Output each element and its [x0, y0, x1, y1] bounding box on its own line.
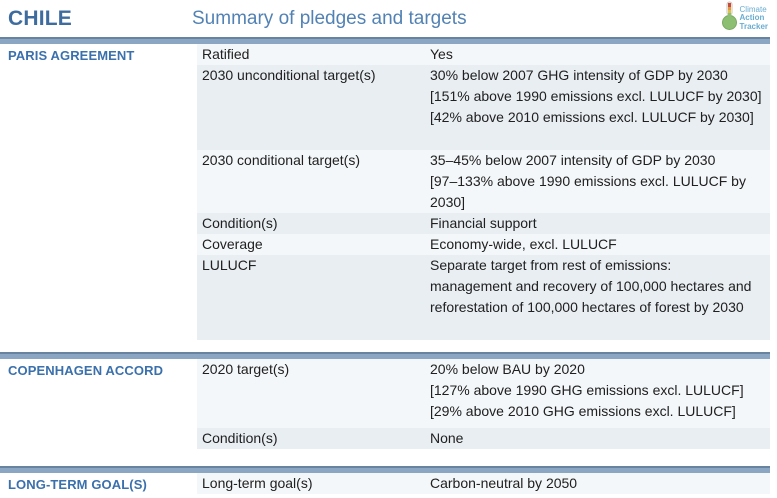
row-value: Separate target from rest of emissions: m…: [430, 255, 770, 318]
row-label: LULUCF: [202, 257, 257, 273]
logo-word-tracker: Tracker: [739, 21, 768, 31]
row-label: Ratified: [202, 46, 250, 62]
table-row: Ratified Yes: [197, 44, 770, 65]
row-label: Condition(s): [202, 215, 278, 231]
row-value-line: 2030]: [430, 194, 466, 210]
header: CHILE Summary of pledges and targets Cli…: [0, 0, 777, 37]
row-value-line: [127% above 1990 GHG emissions excl. LUL…: [430, 382, 744, 398]
row-value: 20% below BAU by 2020 [127% above 1990 GH…: [430, 359, 770, 422]
thermometer-icon: [721, 1, 737, 36]
table-row: 2020 target(s) 20% below BAU by 2020 [127%…: [197, 359, 770, 428]
table-row: 2030 conditional target(s) 35–45% below 2…: [197, 150, 770, 213]
section: COPENHAGEN ACCORD 2020 target(s) 20% below…: [0, 352, 777, 449]
section-title: PARIS AGREEMENT: [8, 48, 135, 63]
row-value-line: Carbon-neutral by 2050: [430, 475, 578, 491]
row-value-line: Yes: [430, 46, 453, 62]
row-value-line: Separate target from rest of emissions:: [430, 257, 672, 273]
row-value-line: Financial support: [430, 215, 537, 231]
row-value-line: management and recovery of 100,000 hecta…: [430, 278, 752, 294]
row-value-line: [97–133% above 1990 emissions excl. LULU…: [430, 173, 746, 189]
row-label: 2030 conditional target(s): [202, 152, 360, 168]
table-row: Coverage Economy-wide, excl. LULUCF: [197, 234, 770, 255]
row-value-line: 30% below 2007 GHG intensity of GDP by 2…: [430, 67, 728, 83]
section-divider-bar: [0, 352, 770, 359]
row-value: None: [430, 428, 770, 449]
row-value-line: None: [430, 430, 464, 446]
row-label: Condition(s): [202, 430, 278, 446]
page-title: Summary of pledges and targets: [192, 7, 467, 29]
row-value: 35–45% below 2007 intensity of GDP by 20…: [430, 150, 770, 213]
table-row: 2030 unconditional target(s) 30% below 20…: [197, 65, 770, 150]
row-value-line: 35–45% below 2007 intensity of GDP by 20…: [430, 152, 716, 168]
row-value-line: [42% above 2010 emissions excl. LULUCF b…: [430, 109, 754, 125]
section-title: LONG-TERM GOAL(S): [8, 477, 147, 492]
row-value-line: [151% above 1990 emissions excl. LULUCF …: [430, 88, 762, 104]
row-value-line: Economy-wide, excl. LULUCF: [430, 236, 617, 252]
row-value-line: 20% below BAU by 2020: [430, 361, 585, 377]
table-row: Long-term goal(s) Carbon-neutral by 2050: [197, 473, 770, 494]
sections: PARIS AGREEMENT Ratified Yes 2030 unconditi…: [0, 37, 777, 494]
country-title: CHILE: [8, 6, 72, 30]
row-value: Economy-wide, excl. LULUCF: [430, 234, 770, 255]
section: LONG-TERM GOAL(S) Long-term goal(s) Carbon…: [0, 466, 777, 494]
row-value: 30% below 2007 GHG intensity of GDP by 2…: [430, 65, 770, 128]
logo-word-climate: Climate: [739, 4, 767, 14]
table-row: Condition(s) Financial support: [197, 213, 770, 234]
cat-logo-text: Climate Action Tracker: [739, 4, 768, 32]
table-row: Condition(s) None: [197, 428, 770, 449]
row-label: 2020 target(s): [202, 361, 290, 377]
row-value: Financial support: [430, 213, 770, 234]
table-row: LULUCF Separate target from rest of emiss…: [197, 255, 770, 340]
logo-word-action: Action: [739, 13, 765, 23]
section-divider-bar: [0, 37, 770, 44]
row-label: Coverage: [202, 236, 263, 252]
cat-logo: Climate Action Tracker: [721, 1, 768, 36]
row-value-line: [29% above 2010 GHG emissions excl. LULU…: [430, 403, 736, 419]
row-label: Long-term goal(s): [202, 475, 313, 491]
section-divider-bar: [0, 466, 770, 473]
row-value: Yes: [430, 44, 770, 65]
row-value: Carbon-neutral by 2050: [430, 473, 770, 494]
row-value-line: reforestation of 100,000 hectares of for…: [430, 299, 744, 315]
section: PARIS AGREEMENT Ratified Yes 2030 unconditi…: [0, 37, 777, 340]
row-label: 2030 unconditional target(s): [202, 67, 376, 83]
section-title: COPENHAGEN ACCORD: [8, 363, 164, 378]
